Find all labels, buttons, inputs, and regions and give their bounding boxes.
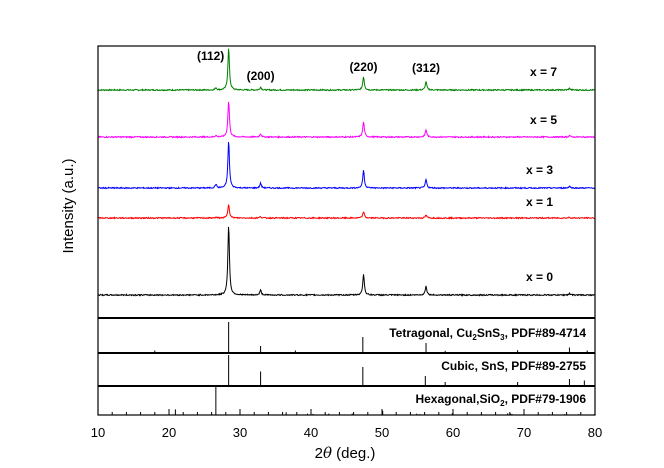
x-tick-label: 20 [162, 425, 176, 440]
peak-label: (200) [247, 69, 275, 83]
x-tick-label: 50 [375, 425, 389, 440]
peak-label: (312) [412, 61, 440, 75]
x-tick-label: 30 [233, 425, 247, 440]
x-tick-label: 10 [91, 425, 105, 440]
peak-label: (112) [197, 49, 224, 63]
x-tick-label: 40 [304, 425, 318, 440]
x-tick-label: 70 [517, 425, 531, 440]
y-axis-label: Intensity (a.u.) [60, 158, 77, 253]
series-line-2 [97, 101, 596, 139]
series-label: x = 3 [526, 163, 553, 177]
series-label: x = 1 [526, 195, 553, 209]
series-line-3 [97, 141, 596, 190]
x-axis-label: 2θ (deg.) [315, 444, 376, 462]
series-line-4 [97, 204, 596, 220]
series-label: x = 5 [530, 113, 557, 127]
reference-label: Hexagonal,SiO2, PDF#79-1906 [415, 392, 586, 408]
series-label: x = 7 [530, 65, 557, 79]
plot-frame [97, 45, 596, 416]
x-tick-label: 60 [446, 425, 460, 440]
plot-area: x = 7 x = 5 x = 3 x = 1 x = 0 (112) (200) (220)… [91, 45, 602, 440]
peak-label: (220) [350, 60, 378, 74]
series-line-5 [97, 226, 596, 297]
reference-label: Cubic, SnS, PDF#89-2755 [441, 359, 586, 373]
series-line-1 [97, 48, 596, 92]
x-tick-label: 80 [588, 425, 602, 440]
series-label: x = 0 [526, 270, 553, 284]
reference-label: Tetragonal, Cu2SnS3, PDF#89-4714 [389, 326, 586, 342]
